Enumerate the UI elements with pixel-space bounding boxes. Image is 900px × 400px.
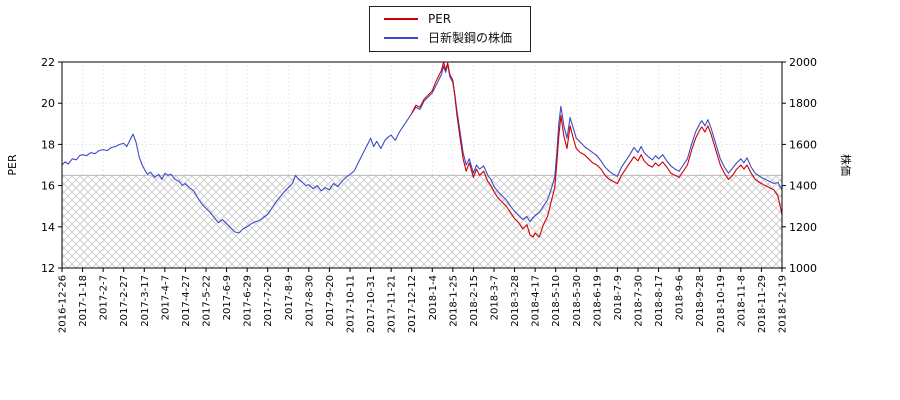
svg-text:2018-4-17: 2018-4-17 [531, 275, 542, 327]
svg-text:2016-12-26: 2016-12-26 [58, 275, 69, 333]
svg-text:2018-9-28: 2018-9-28 [695, 275, 706, 327]
svg-text:株価: 株価 [839, 154, 853, 176]
per-line-swatch [383, 18, 418, 20]
svg-text:2017-8-30: 2017-8-30 [304, 275, 315, 327]
svg-text:2017-6-9: 2017-6-9 [222, 275, 233, 320]
svg-text:2018-1-25: 2018-1-25 [448, 275, 459, 327]
svg-text:2018-7-30: 2018-7-30 [634, 275, 645, 327]
svg-text:16: 16 [41, 180, 55, 193]
svg-text:PER: PER [6, 154, 19, 176]
svg-text:2018-2-15: 2018-2-15 [469, 275, 480, 327]
legend: PER 日新製鋼の株価 [368, 6, 532, 52]
svg-text:2017-5-22: 2017-5-22 [202, 275, 213, 327]
svg-text:2018-8-17: 2018-8-17 [654, 275, 665, 327]
svg-text:2018-9-6: 2018-9-6 [675, 275, 686, 320]
legend-item-stock-price: 日新製鋼の株価 [383, 31, 513, 45]
svg-text:2017-1-18: 2017-1-18 [78, 275, 89, 327]
svg-text:14: 14 [41, 221, 55, 234]
svg-text:1800: 1800 [789, 97, 817, 110]
svg-text:2017-8-9: 2017-8-9 [284, 275, 295, 320]
svg-text:2017-6-29: 2017-6-29 [243, 275, 254, 327]
svg-text:2017-2-7: 2017-2-7 [99, 275, 110, 320]
svg-text:2017-10-11: 2017-10-11 [346, 275, 357, 333]
svg-text:2018-11-29: 2018-11-29 [757, 275, 768, 333]
svg-text:18: 18 [41, 138, 55, 151]
legend-label-stock-price: 日新製鋼の株価 [427, 31, 513, 45]
svg-text:2000: 2000 [789, 56, 817, 69]
svg-text:1600: 1600 [789, 138, 817, 151]
svg-text:2017-10-31: 2017-10-31 [366, 275, 377, 333]
svg-text:2018-12-19: 2018-12-19 [778, 275, 789, 333]
svg-text:2018-10-19: 2018-10-19 [716, 275, 727, 333]
legend-label-per: PER [427, 12, 452, 26]
svg-text:2018-1-4: 2018-1-4 [428, 275, 439, 320]
svg-text:2017-2-27: 2017-2-27 [119, 275, 130, 327]
svg-text:1400: 1400 [789, 180, 817, 193]
svg-text:2018-7-9: 2018-7-9 [613, 275, 624, 320]
svg-text:2018-3-28: 2018-3-28 [510, 275, 521, 327]
svg-text:2018-6-19: 2018-6-19 [592, 275, 603, 327]
svg-text:22: 22 [41, 56, 55, 69]
svg-text:2017-9-20: 2017-9-20 [325, 275, 336, 327]
svg-text:2018-11-8: 2018-11-8 [736, 275, 747, 327]
svg-text:2017-4-27: 2017-4-27 [181, 275, 192, 327]
svg-text:1200: 1200 [789, 221, 817, 234]
svg-text:2017-11-21: 2017-11-21 [387, 275, 398, 333]
svg-text:1000: 1000 [789, 262, 817, 275]
svg-text:2017-4-7: 2017-4-7 [160, 275, 171, 320]
svg-text:2017-12-12: 2017-12-12 [407, 275, 418, 333]
svg-text:2017-7-20: 2017-7-20 [263, 275, 274, 327]
svg-text:12: 12 [41, 262, 55, 275]
svg-text:2018-5-30: 2018-5-30 [572, 275, 583, 327]
stock-price-line-swatch [383, 37, 418, 39]
svg-text:2017-3-17: 2017-3-17 [140, 275, 151, 327]
svg-text:2018-3-7: 2018-3-7 [490, 275, 501, 320]
legend-item-per: PER [383, 12, 512, 26]
svg-text:2018-5-10: 2018-5-10 [551, 275, 562, 327]
svg-text:20: 20 [41, 97, 55, 110]
